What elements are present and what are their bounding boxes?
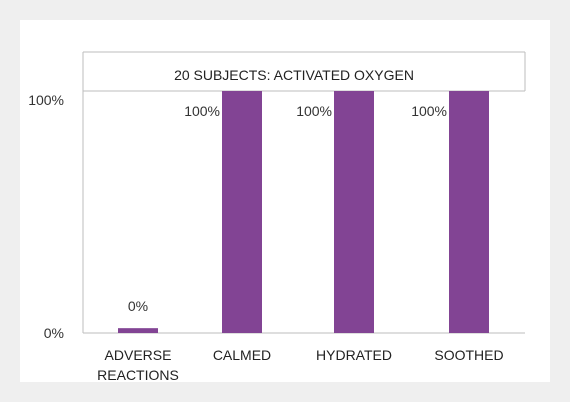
chart-title-group: 20 SUBJECTS: ACTIVATED OXYGEN	[174, 67, 414, 83]
bars	[118, 91, 489, 333]
category-label: REACTIONS	[97, 367, 179, 382]
y-axis-ticks: 0% 100%	[28, 92, 64, 341]
category-label: CALMED	[213, 347, 271, 363]
data-label: 100%	[296, 103, 332, 119]
category-label: HYDRATED	[316, 347, 392, 363]
data-label: 0%	[128, 298, 148, 314]
bar-chart: 20 SUBJECTS: ACTIVATED OXYGEN 0% 100% 0% 1…	[28, 51, 526, 382]
category-label: ADVERSE	[105, 347, 172, 363]
category-label: SOOTHED	[434, 347, 503, 363]
data-label: 100%	[411, 103, 447, 119]
bar	[334, 91, 374, 333]
chart-title: 20 SUBJECTS: ACTIVATED OXYGEN	[174, 67, 414, 83]
bar	[222, 91, 262, 333]
y-tick-label: 0%	[44, 325, 64, 341]
data-label: 100%	[184, 103, 220, 119]
data-labels: 0% 100% 100% 100%	[128, 103, 447, 314]
chart-card: 20 SUBJECTS: ACTIVATED OXYGEN 0% 100% 0% 1…	[20, 20, 550, 382]
bar	[449, 91, 489, 333]
bar	[118, 328, 158, 333]
y-tick-label: 100%	[28, 92, 64, 108]
x-axis-categories: ADVERSE REACTIONS CALMED HYDRATED SOOTHED	[97, 347, 503, 382]
